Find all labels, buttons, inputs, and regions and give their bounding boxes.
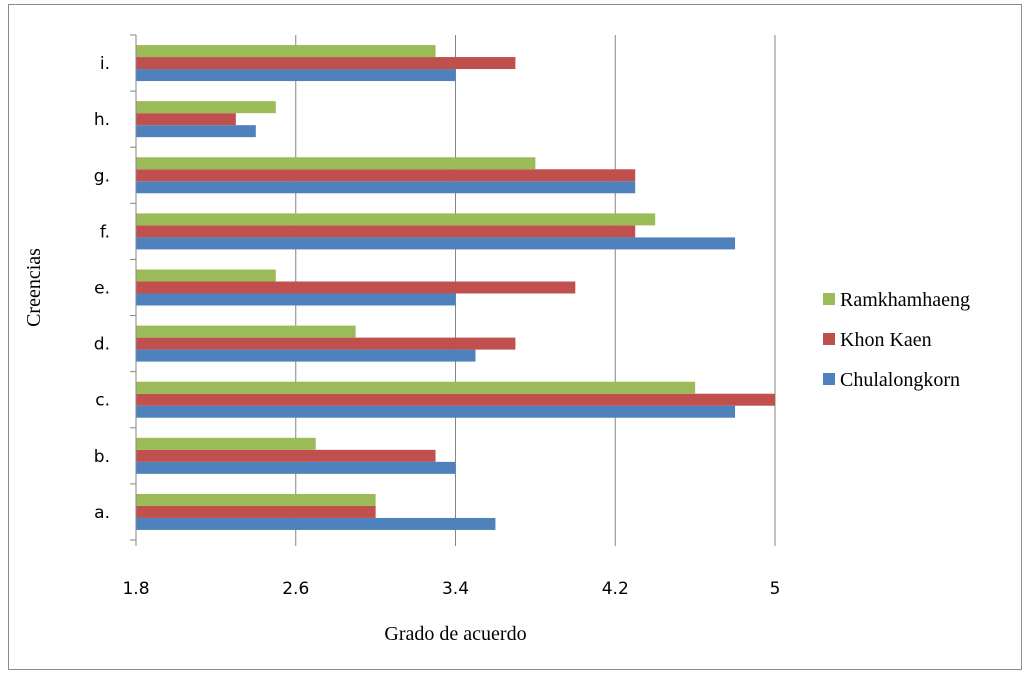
y-tick-label: g.: [94, 166, 110, 186]
bar-chulalongkorn: [136, 405, 736, 418]
bar-ramkhamhaeng: [136, 381, 696, 394]
legend: Ramkhamhaeng Khon Kaen Chulalongkorn: [823, 289, 970, 391]
y-tick-label: i.: [100, 54, 110, 74]
bar-khon-kaen: [136, 393, 775, 406]
x-tick-label: 1.8: [122, 579, 149, 599]
bar-khon-kaen: [136, 113, 236, 126]
y-axis-title: Creencias: [23, 248, 45, 327]
bar-ramkhamhaeng: [136, 325, 356, 338]
y-tick-label: e.: [94, 279, 110, 299]
bar-chulalongkorn: [136, 349, 476, 362]
legend-swatch: [823, 333, 835, 345]
bar-khon-kaen: [136, 281, 576, 294]
bar-ramkhamhaeng: [136, 269, 276, 282]
bar-khon-kaen: [136, 449, 436, 462]
x-tick-label: 5: [770, 579, 781, 599]
bar-chulalongkorn: [136, 517, 496, 530]
bar-chulalongkorn: [136, 181, 636, 194]
legend-label: Ramkhamhaeng: [840, 289, 970, 311]
bar-chulalongkorn: [136, 293, 456, 306]
bar-ramkhamhaeng: [136, 101, 276, 114]
y-tick-label: c.: [95, 391, 110, 411]
bar-chulalongkorn: [136, 125, 256, 138]
x-axis-title: Grado de acuerdo: [384, 623, 526, 645]
bar-khon-kaen: [136, 225, 636, 238]
bar-khon-kaen: [136, 337, 516, 350]
bar-chulalongkorn: [136, 69, 456, 82]
bar-ramkhamhaeng: [136, 45, 436, 58]
y-tick-label: d.: [94, 335, 110, 355]
bar-khon-kaen: [136, 505, 376, 518]
bar-ramkhamhaeng: [136, 213, 656, 226]
x-tick-label: 3.4: [442, 579, 469, 599]
bar-chulalongkorn: [136, 237, 736, 250]
bar-ramkhamhaeng: [136, 493, 376, 506]
x-tick-label: 4.2: [602, 579, 629, 599]
legend-swatch: [823, 293, 835, 305]
y-tick-label: a.: [94, 503, 110, 523]
legend-swatch: [823, 373, 835, 385]
y-tick-label: h.: [94, 110, 110, 130]
bar-ramkhamhaeng: [136, 157, 536, 170]
bar-ramkhamhaeng: [136, 437, 316, 450]
y-tick-label: b.: [94, 447, 110, 467]
bar-khon-kaen: [136, 57, 516, 70]
legend-label: Chulalongkorn: [840, 369, 960, 391]
bar-khon-kaen: [136, 169, 636, 182]
legend-label: Khon Kaen: [840, 329, 932, 351]
y-tick-label: f.: [100, 222, 110, 242]
x-tick-label: 2.6: [282, 579, 309, 599]
bar-chulalongkorn: [136, 461, 456, 474]
